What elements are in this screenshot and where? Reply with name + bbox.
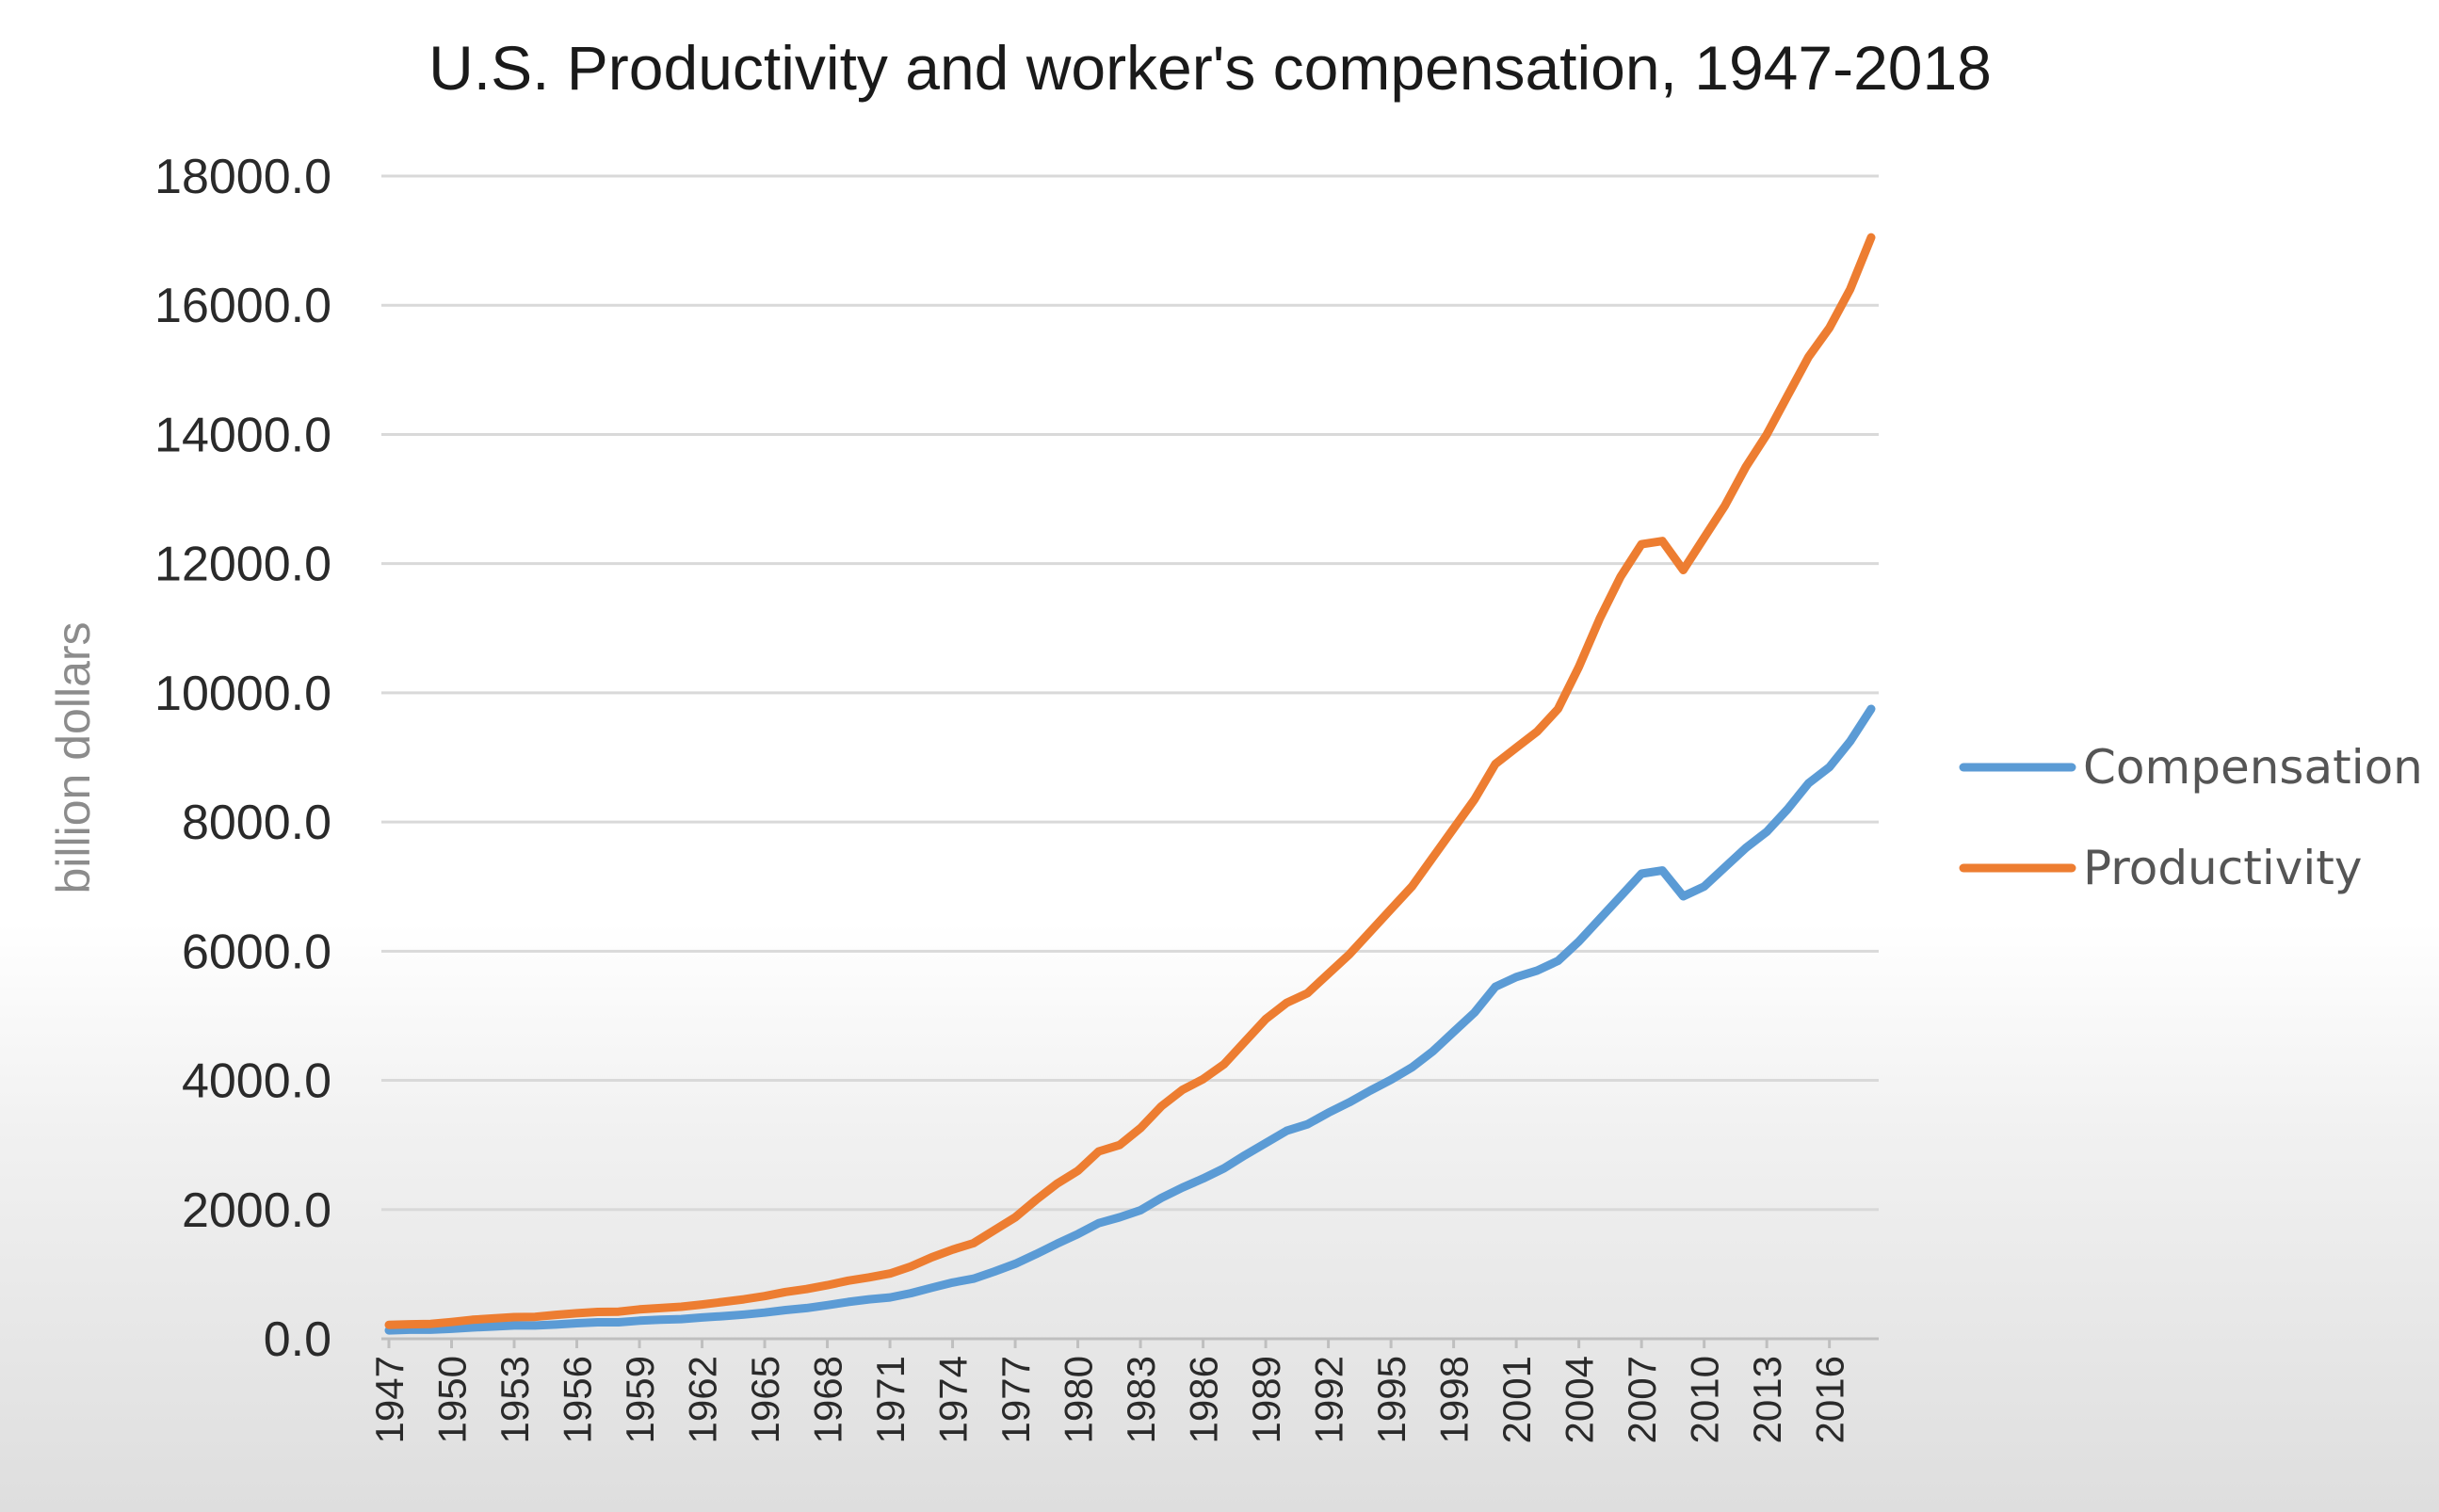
chart-title: U.S. Productivity and worker's compensat… (428, 33, 1992, 103)
legend-label-productivity: Productivity (2083, 841, 2362, 895)
x-tick-label: 2016 (1808, 1356, 1852, 1443)
x-tick-label: 1959 (618, 1356, 662, 1443)
legend: Compensation Productivity (1959, 740, 2423, 895)
x-tick-label: 1965 (743, 1356, 787, 1443)
y-tick-label: 6000.0 (182, 925, 331, 979)
x-tick-label: 1953 (493, 1356, 537, 1443)
y-tick-label: 2000.0 (182, 1183, 331, 1238)
x-axis-ticks: 1947 1950 1953 1956 1959 1962 1965 1968 1971 1974… (367, 1339, 1852, 1443)
y-tick-label: 4000.0 (182, 1054, 331, 1109)
x-tick-label: 1986 (1182, 1356, 1226, 1443)
y-axis-ticks: 0.0 2000.0 4000.0 6000.0 8000.0 10000.0 12000.… (154, 150, 331, 1367)
x-tick-label: 2001 (1494, 1356, 1539, 1443)
series-line-productivity (384, 233, 1876, 1329)
x-tick-label: 1968 (806, 1356, 850, 1443)
x-tick-label: 2004 (1558, 1356, 1602, 1443)
x-tick-label: 1956 (556, 1356, 600, 1443)
x-tick-label: 1977 (993, 1356, 1038, 1443)
x-tick-label: 1995 (1369, 1356, 1413, 1443)
x-tick-label: 1962 (681, 1356, 725, 1443)
x-tick-label: 1974 (931, 1356, 976, 1443)
series-lines (384, 233, 1876, 1335)
x-tick-label: 1983 (1119, 1356, 1163, 1443)
x-tick-label: 1980 (1057, 1356, 1101, 1443)
y-tick-label: 14000.0 (154, 408, 331, 462)
x-tick-label: 1992 (1307, 1356, 1351, 1443)
x-tick-label: 1971 (868, 1356, 913, 1443)
x-tick-label: 2013 (1745, 1356, 1789, 1443)
series-line-compensation (384, 704, 1876, 1335)
y-axis-label: billion dollars (47, 621, 100, 893)
y-tick-label: 12000.0 (154, 538, 331, 592)
gridlines (381, 174, 1879, 1341)
x-tick-label: 2010 (1683, 1356, 1727, 1443)
x-tick-label: 1998 (1432, 1356, 1477, 1443)
y-tick-label: 18000.0 (154, 150, 331, 204)
x-tick-label: 1950 (430, 1356, 475, 1443)
y-tick-label: 8000.0 (182, 796, 331, 850)
legend-label-compensation: Compensation (2083, 740, 2423, 795)
y-tick-label: 0.0 (264, 1312, 331, 1367)
x-tick-label: 1989 (1244, 1356, 1288, 1443)
y-tick-label: 10000.0 (154, 667, 331, 721)
y-tick-label: 16000.0 (154, 279, 331, 333)
x-tick-label: 1947 (367, 1356, 412, 1443)
x-tick-label: 2007 (1620, 1356, 1664, 1443)
